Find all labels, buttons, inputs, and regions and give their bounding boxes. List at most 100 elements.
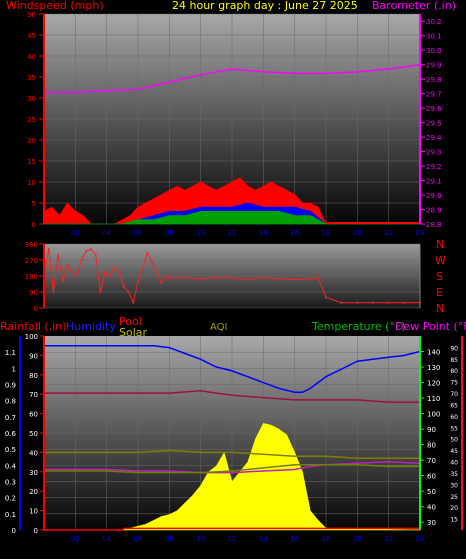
- temp-x-tick-label: 16: [290, 535, 299, 543]
- barometer-tick-label: 29.2: [426, 163, 442, 171]
- direction-point: [340, 301, 343, 304]
- rain-tick-label: 0.4: [5, 462, 17, 470]
- direction-point: [155, 271, 158, 274]
- direction-point: [372, 301, 374, 304]
- direction-point: [146, 251, 149, 254]
- dewpoint-tick-label: 90: [450, 345, 458, 352]
- solar-axis-title: Solar: [119, 326, 148, 339]
- wind-x-tick-label: 16: [290, 229, 299, 237]
- wind-x-tick-label: 02: [71, 229, 80, 237]
- barometer-tick-label: 29.7: [426, 91, 442, 99]
- direction-tick-label: 270: [25, 257, 38, 265]
- barometer-tick-label: 29.9: [426, 62, 442, 70]
- humidity-tick-label: 0: [34, 527, 38, 535]
- rain-tick-label: 0.6: [5, 430, 17, 438]
- direction-point: [118, 271, 121, 274]
- direction-point: [80, 259, 83, 261]
- direction-point: [94, 253, 97, 256]
- humidity-tick-label: 40: [29, 449, 38, 457]
- temp-x-tick-label: 08: [165, 535, 174, 543]
- wind-x-tick-label: 22: [384, 229, 393, 237]
- temperature-tick-label: 50: [427, 488, 436, 496]
- humidity-tick-label: 50: [29, 430, 38, 438]
- direction-point: [71, 271, 74, 274]
- direction-tick-label: 180: [25, 273, 38, 281]
- direction-tick-label: 90: [29, 289, 38, 297]
- direction-point: [104, 271, 107, 274]
- rain-tick-label: 0: [12, 527, 16, 535]
- humidity-tick-label: 10: [29, 508, 38, 516]
- rain-tick-label: 1.1: [5, 349, 16, 357]
- barometer-tick-label: 30.0: [426, 47, 442, 55]
- humidity-tick-label: 70: [29, 391, 38, 399]
- wind-x-tick-label: 08: [165, 229, 174, 237]
- barometer-tick-label: 29.0: [426, 192, 442, 200]
- direction-point: [199, 277, 202, 280]
- temp-x-tick-label: 02: [71, 535, 80, 543]
- direction-point: [141, 267, 144, 270]
- direction-point: [262, 276, 265, 279]
- direction-point: [309, 277, 312, 280]
- axes-layer: 0510152025303540455028.828.929.029.129.2…: [5, 11, 463, 543]
- wind-tick-label: 35: [27, 74, 36, 82]
- direction-point: [184, 276, 186, 279]
- direction-point: [61, 280, 64, 283]
- direction-point: [160, 282, 163, 285]
- temperature-tick-label: 120: [427, 380, 440, 388]
- wind-x-tick-label: 20: [353, 229, 362, 237]
- wind-x-tick-label: 12: [228, 229, 237, 237]
- wind-x-tick-label: 24: [416, 229, 425, 237]
- barometer-tick-label: 28.8: [426, 221, 442, 229]
- direction-tick-label: 0: [34, 305, 38, 313]
- direction-tick-label: 360: [25, 241, 38, 249]
- direction-point: [132, 301, 135, 304]
- temp-x-tick-label: 12: [228, 535, 237, 543]
- barometer-line: [44, 63, 421, 93]
- series-layer: [43, 63, 421, 531]
- rain-tick-label: 0.8: [5, 398, 16, 406]
- barometer-tick-label: 29.4: [426, 134, 442, 142]
- pool-axis-title: Pool: [119, 315, 142, 328]
- wind-tick-label: 45: [27, 32, 36, 40]
- temperature-tick-label: 70: [427, 457, 436, 465]
- temperature2-line: [44, 464, 420, 474]
- humidity-line: [44, 344, 421, 394]
- barometer-tick-label: 29.5: [426, 120, 442, 128]
- compass-label-s: S: [436, 270, 443, 283]
- temp-x-tick-label: 22: [384, 535, 393, 543]
- compass-label-n-bottom: N: [436, 302, 444, 315]
- humidity-tick-label: 30: [29, 469, 38, 477]
- direction-point: [66, 264, 69, 267]
- dew-point-line: [44, 390, 420, 403]
- dewpoint-tick-label: 15: [450, 517, 458, 524]
- direction-point: [99, 291, 102, 293]
- direction-point: [90, 248, 92, 251]
- compass-label-w: W: [435, 254, 446, 267]
- direction-point: [151, 260, 154, 263]
- direction-point: [122, 285, 125, 288]
- dewpoint-axis-title: Dew Point (°F): [395, 320, 466, 333]
- wind-tick-label: 50: [27, 11, 36, 19]
- wind-tick-label: 0: [32, 221, 36, 229]
- rain-tick-label: 1: [12, 365, 16, 373]
- direction-point: [108, 275, 111, 277]
- humidity-tick-label: 90: [29, 352, 38, 360]
- barometer-tick-label: 30.1: [426, 33, 442, 41]
- direction-point: [231, 276, 233, 279]
- barometer-tick-label: 29.1: [426, 178, 442, 186]
- rain-tick-label: 0.7: [5, 414, 16, 422]
- direction-point: [317, 276, 320, 279]
- barometer-tick-label: 29.6: [426, 105, 442, 113]
- wind-tick-label: 40: [27, 53, 36, 61]
- barometer-axis-title: Barometer (.in): [372, 0, 456, 12]
- wind-tick-label: 30: [27, 95, 36, 103]
- direction-point: [137, 280, 139, 283]
- wind-tick-label: 25: [27, 116, 36, 124]
- windspeed-axis-title: Windspeed (mph): [6, 0, 104, 12]
- temp-x-tick-label: 24: [416, 535, 425, 543]
- dewpoint-tick-label: 75: [450, 380, 458, 387]
- dewpoint-tick-label: 45: [450, 448, 458, 455]
- direction-point: [168, 276, 171, 279]
- dewpoint-tick-label: 55: [450, 425, 458, 432]
